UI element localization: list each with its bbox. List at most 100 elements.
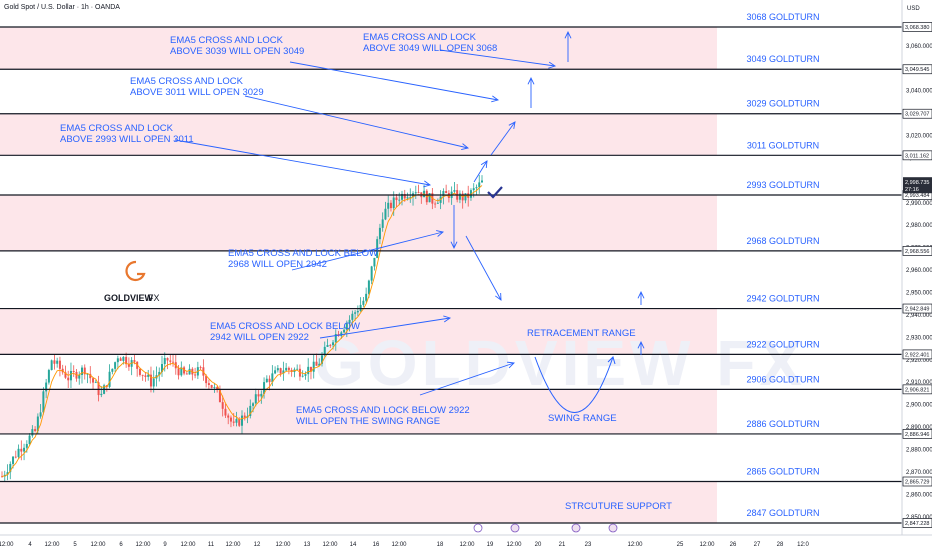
- candle-body: [53, 360, 56, 364]
- y-tick-label: 2,920.000: [906, 358, 932, 364]
- x-tick-label: 27: [754, 542, 761, 548]
- candle-body: [183, 367, 186, 374]
- arrow-head: [527, 76, 535, 85]
- annotation-line: EMA5 CROSS AND LOCK: [130, 76, 244, 87]
- x-tick-label: 12:00: [44, 542, 60, 548]
- candle-body: [414, 192, 417, 194]
- arrow-head: [461, 143, 470, 150]
- x-tick-label: 12:00: [275, 542, 291, 548]
- candle: [456, 184, 459, 203]
- candle: [108, 364, 111, 389]
- candle-body: [199, 367, 202, 368]
- candle: [318, 358, 321, 367]
- candle: [268, 375, 271, 391]
- event-marker-icon[interactable]: [571, 523, 581, 533]
- candle: [207, 379, 210, 390]
- candle: [97, 375, 100, 402]
- annotation-line: EMA5 CROSS AND LOCK BELOW: [228, 248, 378, 259]
- candle-body: [92, 378, 95, 383]
- x-tick-label: 12:00: [90, 542, 106, 548]
- annotation-line: 2942 WILL OPEN 2922: [210, 332, 309, 343]
- arrow: [419, 361, 515, 396]
- candle-body: [161, 364, 163, 372]
- arrow: [450, 205, 458, 250]
- candle-body: [147, 374, 150, 377]
- candle: [276, 365, 279, 373]
- candle-body: [36, 416, 39, 432]
- arrow-head: [495, 292, 502, 301]
- tag-price: 3,068.380: [905, 25, 929, 31]
- candle: [17, 444, 20, 459]
- candle-body: [332, 342, 335, 346]
- y-tick-label: 3,040.000: [906, 89, 932, 95]
- candle-body: [351, 313, 354, 320]
- tag-box: [902, 246, 932, 256]
- candle: [475, 184, 478, 196]
- level-price-tag: 3,029.707: [902, 108, 932, 119]
- goldturn-label: 3029 GOLDTURN: [746, 99, 819, 109]
- goldturn-label: 3068 GOLDTURN: [746, 12, 819, 22]
- arrow: [637, 290, 645, 305]
- candle: [144, 372, 147, 382]
- level-price-tag: 3,068.380: [902, 22, 932, 32]
- candle-body: [359, 304, 362, 311]
- candle: [453, 182, 456, 194]
- candle-body: [348, 319, 351, 324]
- candle: [296, 364, 299, 371]
- candle: [343, 326, 346, 334]
- candle-body: [367, 280, 370, 294]
- candle: [351, 310, 354, 327]
- candle: [183, 365, 186, 376]
- candle-body: [224, 408, 227, 416]
- candle-body: [334, 334, 337, 343]
- swing-arc-head: [607, 356, 616, 365]
- candle-body: [28, 435, 31, 445]
- x-tick-label: 12:00: [506, 542, 522, 548]
- event-marker-icon[interactable]: [510, 523, 520, 533]
- arrow-head: [450, 241, 458, 250]
- candle-body: [271, 373, 274, 383]
- candle: [263, 377, 266, 399]
- current-price-box: [903, 177, 932, 194]
- level-price-tag: 2,922.401: [902, 349, 932, 360]
- goldturn-label: 3049 GOLDTURN: [746, 54, 819, 64]
- goldturn-label: 2865 GOLDTURN: [746, 467, 819, 477]
- tag-box: [902, 150, 932, 161]
- candle-body: [47, 370, 50, 383]
- candle: [326, 338, 329, 348]
- candle-body: [141, 374, 144, 376]
- candle-body: [177, 368, 180, 376]
- level-price-tag: 2,847.228: [902, 518, 932, 528]
- candle: [69, 362, 72, 389]
- candle: [309, 366, 312, 380]
- x-tick-label: 12:00: [180, 542, 196, 548]
- candle-body: [265, 378, 268, 383]
- arrow-head: [548, 61, 557, 69]
- tag-price: 2,922.401: [905, 352, 929, 358]
- arrow: [465, 235, 502, 301]
- candle: [417, 184, 420, 194]
- candle-body: [249, 405, 252, 416]
- tag-box: [902, 349, 932, 360]
- arrow-head: [564, 30, 572, 39]
- event-marker-icon[interactable]: [608, 523, 618, 533]
- arrow: [527, 76, 535, 108]
- annotation-line: EMA5 CROSS AND LOCK: [170, 35, 284, 46]
- goldturn-label: 2906 GOLDTURN: [746, 374, 819, 384]
- arrow: [289, 61, 500, 103]
- candle-body: [144, 375, 147, 377]
- annotation-line: WILL OPEN THE SWING RANGE: [296, 416, 440, 427]
- y-tick-label: 2,870.000: [906, 470, 932, 476]
- candle-body: [403, 193, 406, 199]
- candle: [147, 369, 150, 381]
- arrow-shaft: [490, 121, 516, 156]
- goldturn-zone: [0, 194, 717, 251]
- event-marker-icon[interactable]: [473, 523, 483, 533]
- annotation-line: ABOVE 3039 WILL OPEN 3049: [170, 46, 304, 57]
- candle: [287, 366, 290, 375]
